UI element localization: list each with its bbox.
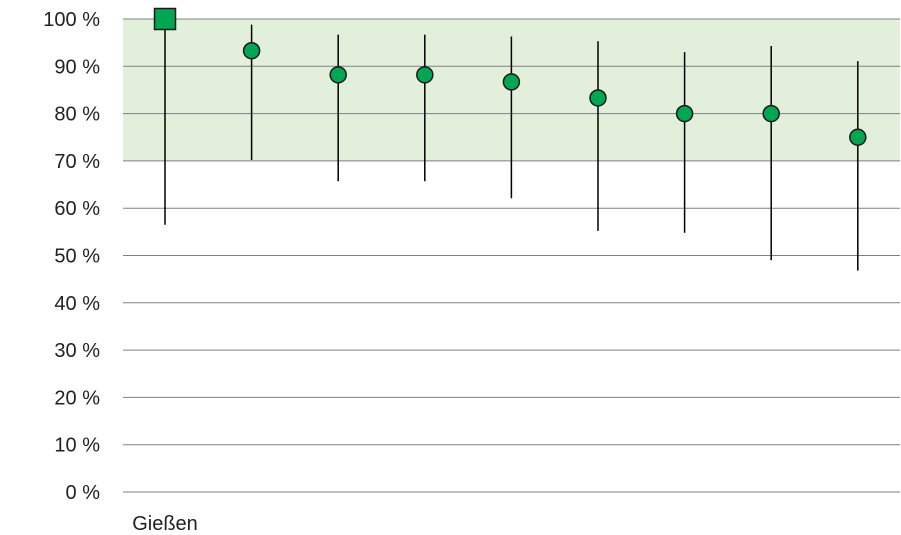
- data-point: [589, 89, 607, 107]
- data-points: [153, 7, 867, 146]
- data-point: [416, 66, 434, 84]
- y-tick-label: 70 %: [54, 151, 100, 173]
- data-point-square: [153, 7, 177, 31]
- data-point: [675, 104, 694, 123]
- y-tick-label: 0 %: [66, 482, 101, 504]
- y-tick-label: 40 %: [54, 293, 100, 315]
- data-point: [502, 73, 521, 91]
- y-tick-label: 20 %: [54, 387, 100, 409]
- y-tick-label: 80 %: [54, 104, 100, 126]
- x-category-label: Gießen: [132, 513, 198, 535]
- y-tick-label: 60 %: [54, 198, 100, 220]
- data-point: [762, 104, 780, 123]
- y-tick-labels: 0 % 10 % 20 % 30 % 40 % 50 % 60 % 70 % 80 % 90 % 1…: [43, 9, 100, 504]
- y-tick-label: 90 %: [54, 56, 100, 78]
- y-tick-label: 10 %: [54, 435, 100, 457]
- data-point: [849, 128, 867, 146]
- data-point: [242, 41, 261, 60]
- error-bars: [164, 19, 859, 271]
- data-point: [329, 66, 347, 84]
- y-tick-label: 100 %: [43, 9, 100, 31]
- y-tick-label: 50 %: [54, 246, 100, 268]
- y-tick-label: 30 %: [54, 340, 100, 362]
- x-category-labels: Gießen: [132, 513, 198, 535]
